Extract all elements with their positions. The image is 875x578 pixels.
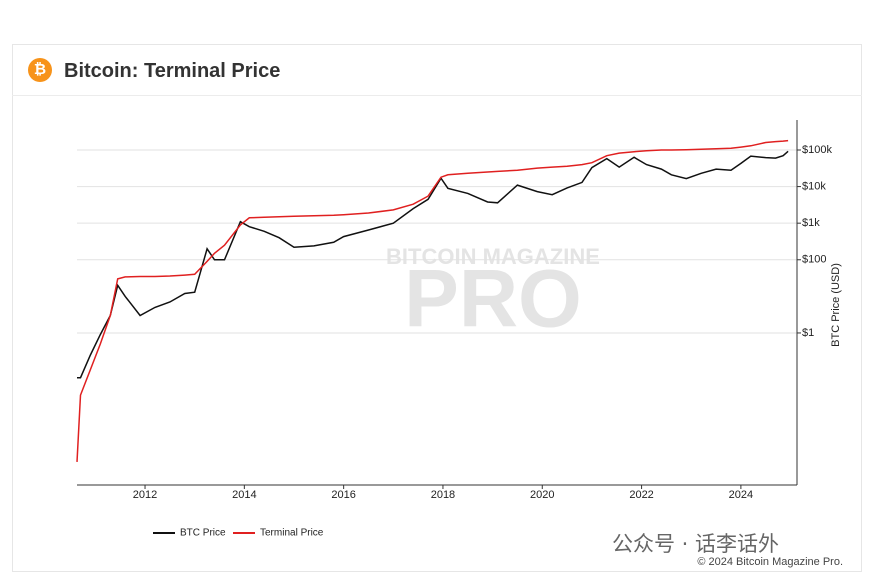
x-tick-label: 2014 (232, 489, 256, 501)
x-tick-label: 2012 (133, 489, 157, 501)
x-tick-label: 2022 (629, 489, 653, 501)
y-tick-label: $10k (802, 180, 826, 192)
copyright: © 2024 Bitcoin Magazine Pro. (697, 556, 843, 568)
x-tick-label: 2016 (331, 489, 355, 501)
y-tick-label: $100k (802, 144, 832, 156)
watermark-main: PRO (404, 254, 582, 345)
card (12, 44, 862, 572)
y-tick-label: $100 (802, 254, 826, 266)
x-tick-label: 2018 (431, 489, 455, 501)
legend-label: Terminal Price (260, 528, 324, 539)
bitcoin-icon: ₿ (28, 58, 52, 82)
card-header (12, 44, 862, 96)
y-axis-label: BTC Price (USD) (830, 263, 842, 347)
series-line (76, 139, 789, 462)
watermark-top: BITCOIN MAGAZINE (386, 244, 600, 269)
x-tick-label: 2020 (530, 489, 554, 501)
y-tick-label: $1k (802, 217, 820, 229)
legend-label: BTC Price (180, 528, 226, 539)
series-line (77, 150, 789, 379)
x-tick-label: 2024 (729, 489, 753, 501)
y-tick-label: $1 (802, 327, 814, 339)
wechat-overlay: 公众号 · 话李话外 (612, 532, 780, 556)
chart-title: Bitcoin: Terminal Price (64, 60, 281, 82)
